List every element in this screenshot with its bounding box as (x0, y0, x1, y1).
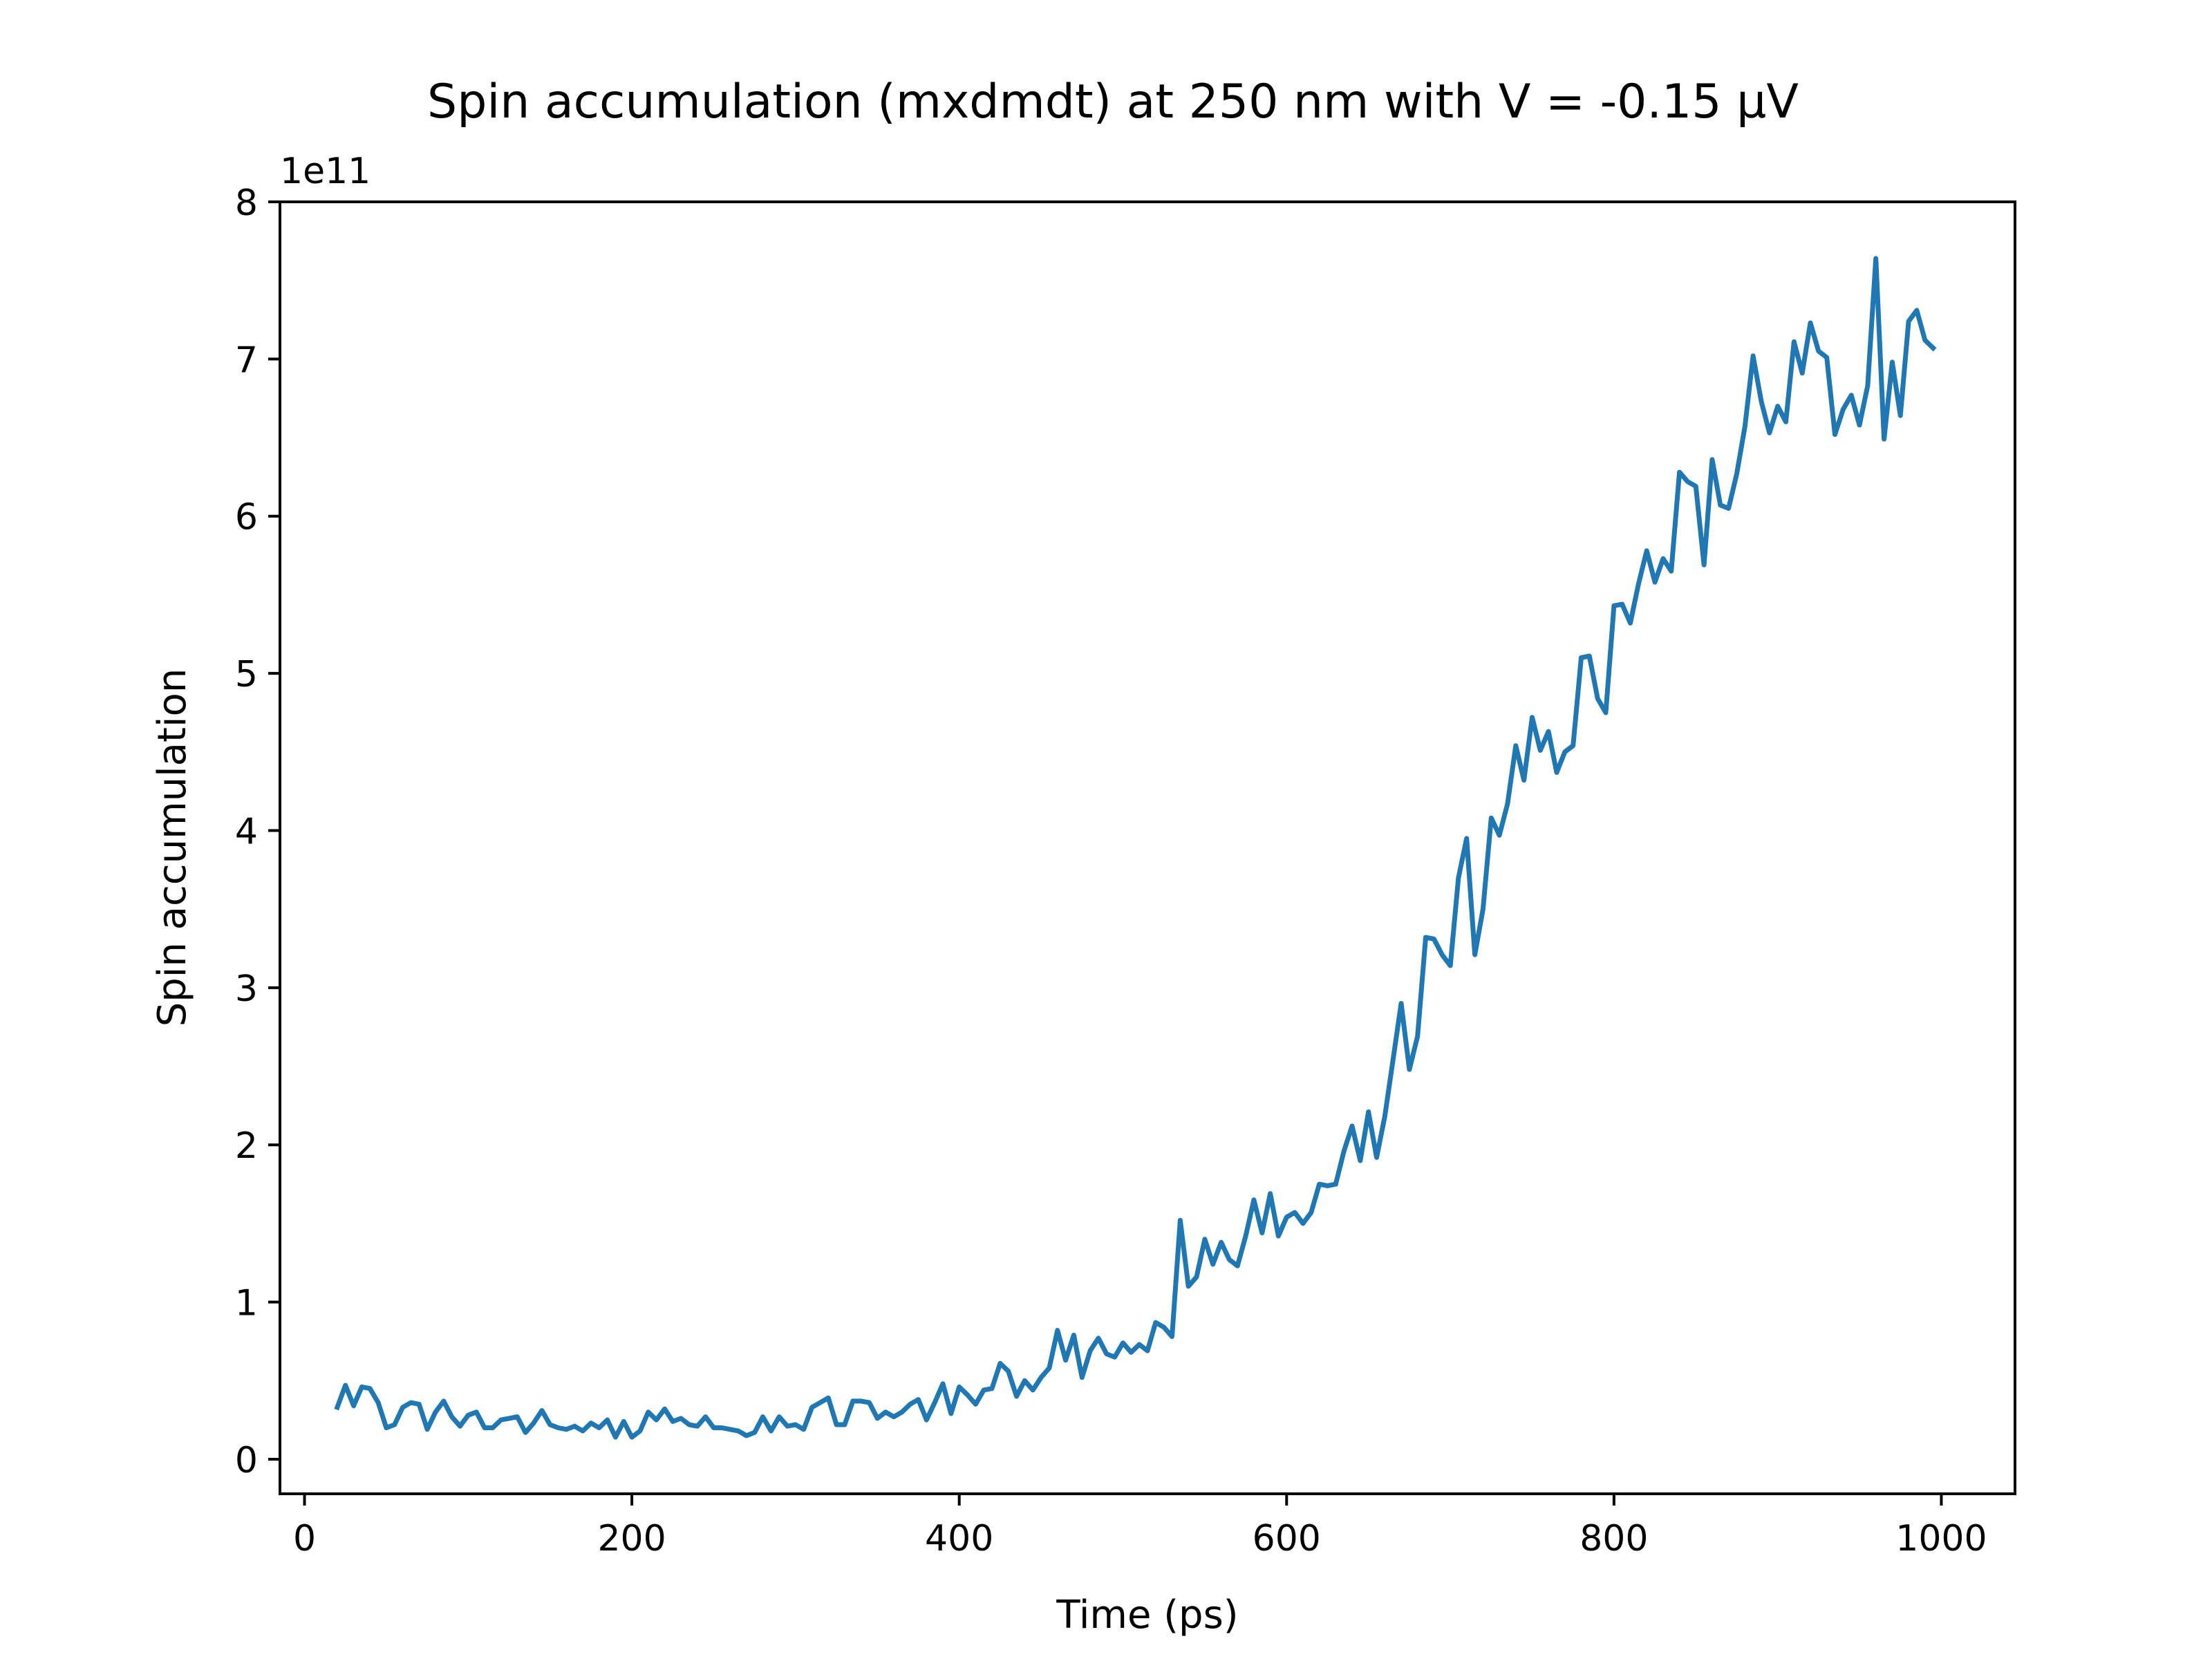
x-tick-label: 0 (293, 1518, 316, 1559)
y-axis-ticks: 0 1 2 3 4 5 6 7 8 (235, 182, 280, 1481)
series-line (334, 256, 1937, 1440)
x-axis-ticks: 0 200 400 600 800 1000 (293, 1494, 1987, 1559)
x-tick-label: 600 (1253, 1518, 1321, 1559)
y-tick-label: 3 (235, 968, 258, 1010)
y-tick-label: 4 (235, 811, 258, 852)
y-tick-label: 5 (235, 654, 258, 695)
y-tick-label: 6 (235, 497, 258, 538)
y-tick-label: 2 (235, 1125, 258, 1167)
x-tick-label: 400 (925, 1518, 993, 1559)
y-tick-label: 7 (235, 339, 258, 381)
axes-frame (279, 200, 2016, 1495)
x-tick-label: 800 (1580, 1518, 1648, 1559)
y-tick-label: 8 (235, 182, 258, 224)
chart-title: Spin accumulation (mxdmdt) at 250 nm wit… (427, 75, 1799, 129)
y-tick-label: 0 (235, 1440, 258, 1481)
x-axis-label: Time (ps) (1056, 1593, 1238, 1638)
y-tick-label: 1 (235, 1283, 258, 1324)
x-tick-label: 200 (597, 1518, 666, 1559)
y-axis-label: Spin accumulation (150, 668, 195, 1027)
x-tick-label: 1000 (1895, 1518, 1987, 1559)
y-offset-label: 1e11 (280, 151, 371, 192)
